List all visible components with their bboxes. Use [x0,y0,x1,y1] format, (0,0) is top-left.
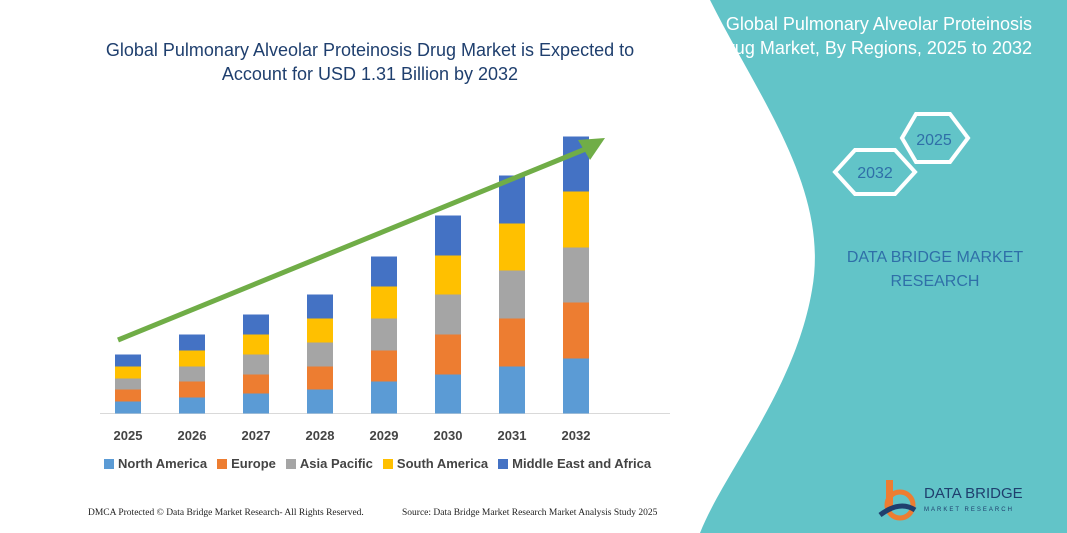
bar-segment-south-america [307,318,333,343]
bar-segment-middle-east-and-africa [179,334,205,351]
legend-item: South America [382,456,489,471]
bar-segment-europe [243,374,269,394]
legend-item: Middle East and Africa [498,456,651,471]
bar-segment-europe [307,366,333,390]
bar-segment-europe [115,389,141,402]
bar-segment-south-america [179,350,205,367]
bar-segment-north-america [371,381,397,414]
bar-segment-asia-pacific [115,378,141,390]
hexagon-2025 [899,112,971,164]
bar-segment-middle-east-and-africa [115,354,141,367]
bar-segment-north-america [563,358,589,414]
legend-label: South America [396,456,489,471]
bar-segment-asia-pacific [499,270,525,319]
legend-label: Middle East and Africa [512,456,652,471]
bar-segment-asia-pacific [563,247,589,303]
legend-label: Europe [231,456,276,471]
x-tick-label: 2030 [434,428,463,443]
logo-icon [878,480,917,521]
bar-segment-europe [371,350,397,382]
x-tick-label: 2032 [562,428,591,443]
bar-segment-middle-east-and-africa [243,314,269,335]
legend-swatch [498,458,509,469]
x-tick-label: 2026 [178,428,207,443]
bar-segment-north-america [115,401,141,414]
bar-segment-europe [435,334,461,375]
legend: North America Europe Asia Pacific South … [104,456,651,471]
bar-segment-south-america [243,334,269,355]
stacked-bar-chart: 2025 2026 2027 2028 2029 2030 2031 2032 [100,136,670,443]
bar-segment-north-america [179,397,205,414]
x-tick-label: 2028 [306,428,335,443]
bar-segment-south-america [435,255,461,295]
bar-segment-north-america [435,374,461,414]
bar-segment-north-america [499,366,525,414]
trend-arrow-line [117,145,589,343]
copyright-note: DMCA Protected © Data Bridge Market Rese… [88,508,364,518]
x-tick-label: 2027 [242,428,271,443]
bar-segment-south-america [371,286,397,319]
bar-segment-europe [563,302,589,359]
legend-item: North America [104,456,207,471]
bar-segment-asia-pacific [243,354,269,375]
bar-segment-europe [499,318,525,367]
legend-label: North America [118,456,208,471]
side-panel-title: Global Pulmonary Alveolar Proteinosis Dr… [715,14,1032,58]
x-tick-label: 2031 [498,428,527,443]
bar-segment-asia-pacific [307,342,333,367]
legend-swatch [285,458,296,469]
bar-segment-asia-pacific [371,318,397,351]
bar-segment-middle-east-and-africa [307,294,333,319]
bar-segment-europe [179,381,205,398]
legend-swatch [104,458,114,469]
legend-swatch [382,458,393,469]
x-tick-label: 2025 [114,428,143,443]
bar-segment-north-america [307,389,333,414]
bar-segment-south-america [499,223,525,271]
legend-item: Asia Pacific [285,456,373,471]
side-panel [700,0,1067,533]
logo-title: DATA BRIDGE [924,485,1023,502]
bar-segment-middle-east-and-africa [435,215,461,256]
legend-label: Asia Pacific [299,456,373,471]
bar-segment-asia-pacific [179,366,205,382]
legend-swatch [217,458,228,469]
legend-item: Europe [217,456,276,471]
hex-2025-label: 2025 [916,132,952,149]
bar-segment-south-america [115,366,141,379]
logo-subtitle: MARKET RESEARCH [924,507,1014,513]
source-note: Source: Data Bridge Market Research Mark… [402,508,658,518]
bar-segment-south-america [563,191,589,248]
brand-name: DATA BRIDGE MARKET RESEARCH [846,249,1024,290]
chart-title: Global Pulmonary Alveolar Proteinosis Dr… [105,40,635,84]
bar-segment-asia-pacific [435,294,461,335]
bar-segment-middle-east-and-africa [371,256,397,287]
hex-2032-label: 2032 [857,165,893,182]
bar-segment-north-america [243,393,269,414]
hexagon-2032 [832,148,918,196]
trend-arrow-head [578,138,605,160]
x-tick-label: 2029 [370,428,399,443]
